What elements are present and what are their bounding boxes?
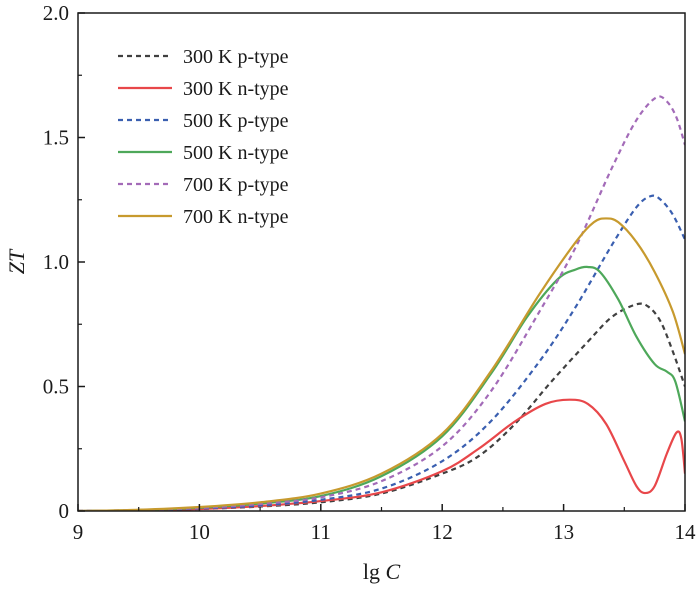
x-tick-label: 9: [73, 520, 84, 544]
legend-item-300-k-n-type: 300 K n-type: [118, 78, 289, 100]
legend-label: 700 K p-type: [183, 174, 289, 196]
series-line-500-k-p-type: [78, 194, 685, 511]
legend-item-500-k-p-type: 500 K p-type: [118, 110, 289, 132]
legend-label: 700 K n-type: [183, 206, 289, 228]
x-tick-label: 11: [311, 520, 331, 544]
legend-label: 500 K n-type: [183, 142, 289, 164]
series-layer: [78, 95, 685, 511]
legend-label: 500 K p-type: [183, 110, 289, 132]
x-tick-label: 12: [432, 520, 453, 544]
ticks-layer: 9 10 11 12 13 14 0 0.5 1.0 1.5 2.0: [43, 1, 696, 544]
y-tick-label: 1.0: [43, 250, 69, 274]
legend-label: 300 K p-type: [183, 46, 289, 68]
y-tick-label: 1.5: [43, 126, 69, 150]
y-axis-title: ZT: [4, 248, 29, 274]
legend-item-300-k-p-type: 300 K p-type: [118, 46, 289, 68]
y-tick-label: 2.0: [43, 1, 69, 25]
x-tick-label: 10: [189, 520, 210, 544]
x-axis-title-var: C: [385, 559, 400, 584]
y-tick-label: 0.5: [43, 375, 69, 399]
x-axis-title: lg C: [363, 559, 401, 584]
x-axis-title-text: lg: [363, 559, 386, 584]
x-tick-label: 14: [675, 520, 697, 544]
legend-item-700-k-n-type: 700 K n-type: [118, 206, 289, 228]
legend: 300 K p-type 300 K n-type 500 K p-type 500 …: [118, 46, 289, 228]
x-tick-label: 13: [553, 520, 574, 544]
legend-item-700-k-p-type: 700 K p-type: [118, 174, 289, 196]
y-tick-label: 0: [59, 499, 70, 523]
series-line-700-k-p-type: [78, 95, 685, 511]
legend-item-500-k-n-type: 500 K n-type: [118, 142, 289, 164]
series-line-700-k-n-type: [78, 217, 685, 511]
series-line-300-k-n-type: [78, 398, 685, 511]
legend-label: 300 K n-type: [183, 78, 289, 100]
